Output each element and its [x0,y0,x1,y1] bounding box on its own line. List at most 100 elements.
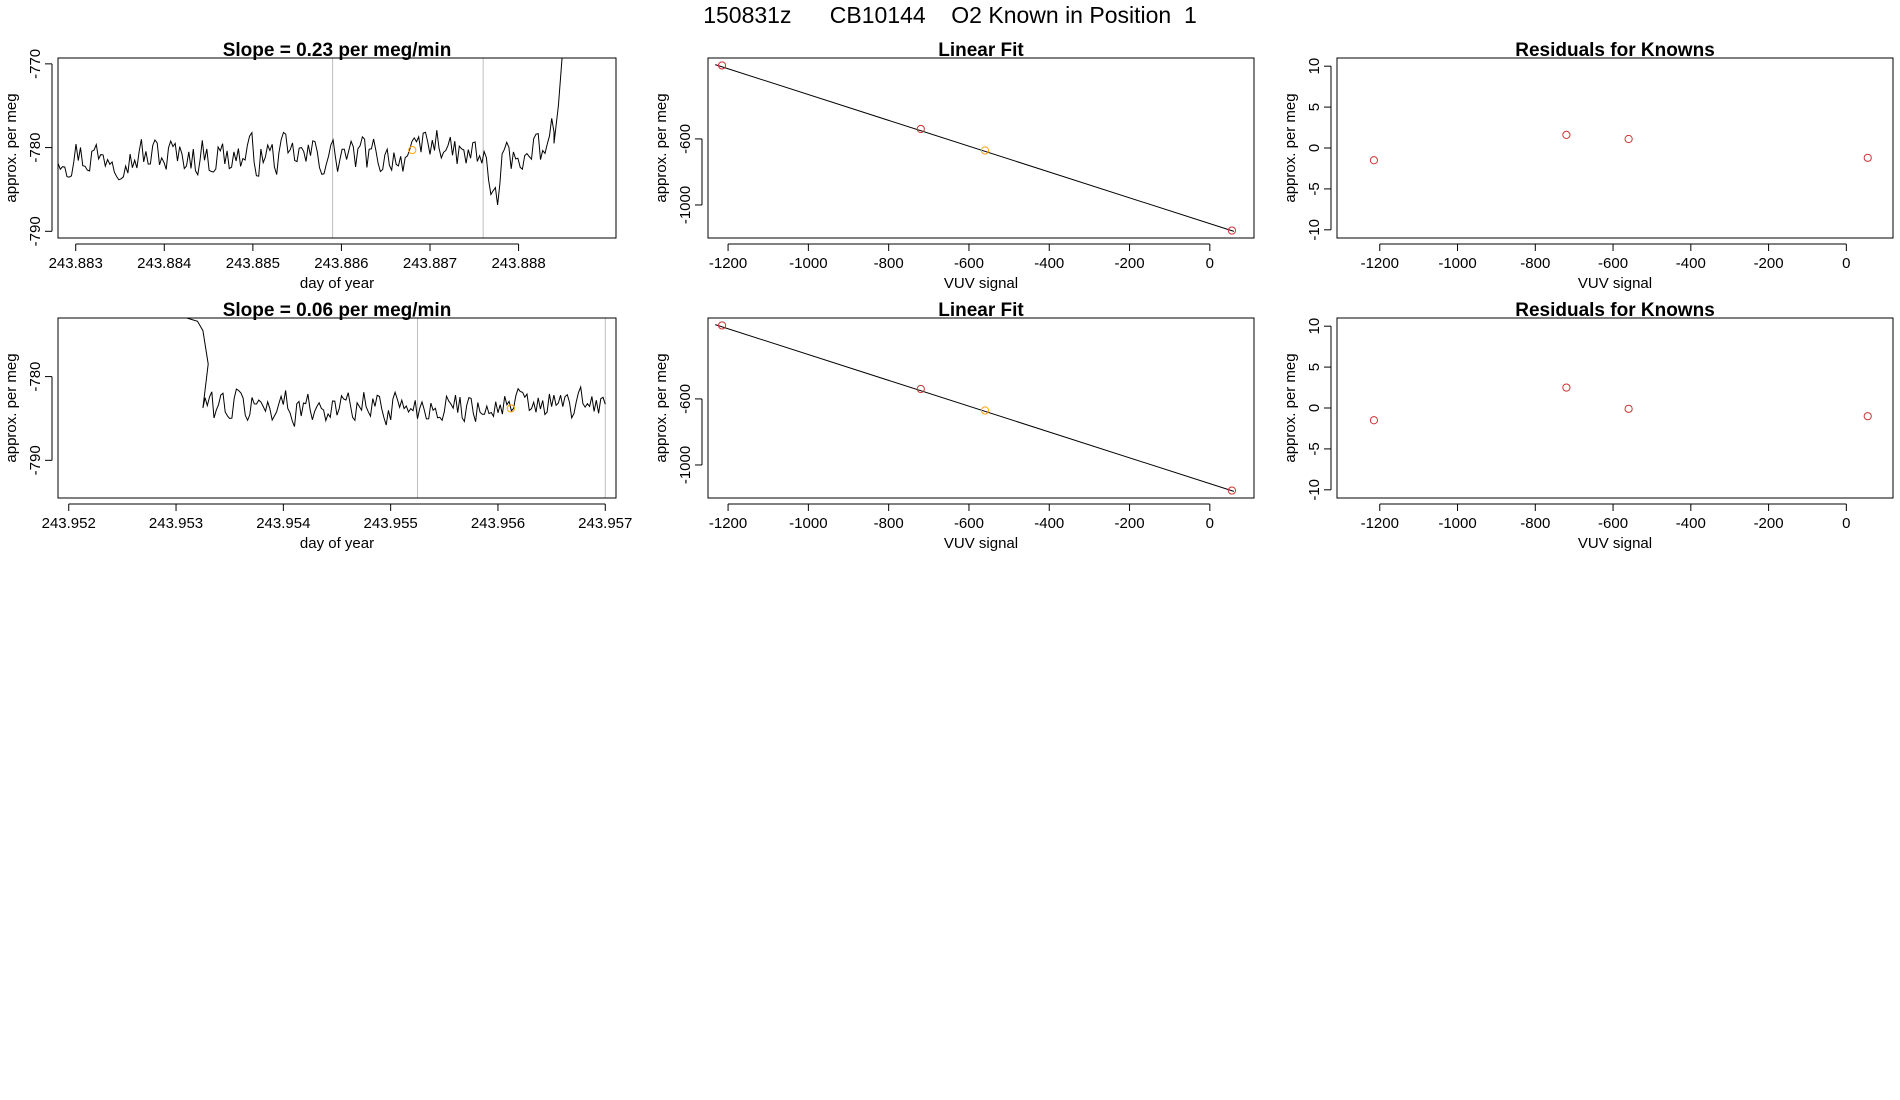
x-tick-label: 243.954 [256,515,310,532]
chart-panel-ts2: 243.952 243.953 243.954 243.955 243.956 243.9… [3,300,632,552]
y-tick-label: 0 [1306,404,1323,412]
data-point [1863,153,1872,162]
data-point [1624,134,1633,144]
plot-frame [707,57,1255,239]
y-axis-label: approx. per meg [3,93,20,202]
data-series-line [186,318,606,427]
data-point [916,124,925,134]
x-axis-label: VUV signal [1578,275,1652,292]
data-point [1562,383,1571,392]
x-tick-label: -400 [1676,515,1706,532]
data-point [980,406,990,415]
y-tick-label: 10 [1306,58,1323,75]
plot-frame [57,317,617,499]
plot-area [58,58,563,238]
chart-title: Slope = 0.06 per meg/min [223,300,452,321]
y-tick-label: 5 [1306,103,1323,111]
x-tick-label: 0 [1206,255,1214,272]
y-tick-label: 5 [1306,363,1323,371]
x-tick-label: 243.887 [403,255,457,272]
x-tick-label: 243.886 [314,255,368,272]
chart-panel-ts1: 243.883 243.884 243.885 243.886 243.887 243.8… [3,40,617,292]
plot-frame [1336,57,1894,239]
data-point [1227,226,1237,235]
data-point [1227,486,1237,495]
y-axis-label: approx. per meg [3,353,20,462]
x-axis-label: day of year [300,275,374,292]
x-tick-label: -200 [1754,255,1784,272]
y-axis-label: approx. per meg [653,353,670,462]
x-tick-label: 243.955 [364,515,418,532]
x-axis-label: VUV signal [1578,535,1652,552]
plot-area [715,61,1237,235]
x-tick-label: -1200 [709,255,747,272]
x-tick-label: -800 [1520,255,1550,272]
x-tick-label: -1200 [1361,515,1399,532]
data-point [506,404,515,413]
fit-line [715,64,1235,232]
x-tick-label: -400 [1676,255,1706,272]
y-tick-label: -1000 [677,446,694,484]
fit-line [715,324,1235,492]
x-tick-label: -200 [1115,515,1145,532]
y-axis-label: approx. per meg [653,93,670,202]
x-tick-label: 243.957 [578,515,632,532]
y-tick-label: -600 [677,124,694,154]
data-point [1863,412,1872,421]
chart-title: Residuals for Knowns [1515,300,1715,321]
x-tick-label: 243.883 [49,255,103,272]
y-tick-label: -10 [1306,219,1323,241]
y-tick-label: -10 [1306,479,1323,501]
y-tick-label: -5 [1306,442,1323,455]
x-tick-label: 243.884 [137,255,191,272]
plot-frame [57,57,617,239]
x-tick-label: -1200 [709,515,747,532]
x-tick-label: 243.952 [42,515,96,532]
figure-title: 150831z CB10144 O2 Known in Position 1 [703,2,1197,28]
x-tick-label: -400 [1034,515,1064,532]
y-tick-label: -1000 [677,186,694,224]
plot-area [715,321,1237,495]
y-axis-label: approx. per meg [1282,93,1299,202]
x-tick-label: 0 [1842,255,1850,272]
plot-area [186,318,606,498]
data-point [717,321,727,330]
x-tick-label: -200 [1115,255,1145,272]
data-point [1369,416,1379,425]
y-tick-label: -790 [27,216,44,246]
chart-panel-res1: -1200 -1000 -800 -600 -400 -200 0 VUV signal -10… [1282,40,1894,292]
data-point [717,61,727,70]
data-point [1369,156,1379,165]
data-series-line [58,58,563,205]
x-axis-label: VUV signal [944,275,1018,292]
x-tick-label: -1000 [1438,515,1476,532]
chart-panel-res2: -1200 -1000 -800 -600 -400 -200 0 VUV signal -10… [1282,300,1894,552]
x-tick-label: 243.888 [491,255,545,272]
data-point [1624,404,1633,413]
x-tick-label: -1000 [789,255,827,272]
x-tick-label: -600 [1598,515,1628,532]
y-tick-label: -5 [1306,182,1323,195]
plot-frame [707,317,1255,499]
x-tick-label: -1000 [789,515,827,532]
chart-panel-fit1: -1200 -1000 -800 -600 -400 -200 0 VUV signal -10… [653,40,1255,292]
plot-area [1369,130,1872,165]
x-tick-label: -600 [1598,255,1628,272]
y-tick-label: -780 [27,133,44,163]
chart-title: Linear Fit [938,40,1024,61]
x-tick-label: -1200 [1361,255,1399,272]
chart-title: Residuals for Knowns [1515,40,1715,61]
x-tick-label: -1000 [1438,255,1476,272]
data-point [408,145,417,155]
x-tick-label: -800 [874,255,904,272]
chart-panel-fit2: -1200 -1000 -800 -600 -400 -200 0 VUV signal -10… [653,300,1255,552]
y-tick-label: -780 [27,362,44,392]
x-tick-label: -800 [1520,515,1550,532]
plot-area [1369,383,1872,425]
x-tick-label: -600 [954,255,984,272]
y-axis-label: approx. per meg [1282,353,1299,462]
x-tick-label: 0 [1842,515,1850,532]
y-tick-label: -770 [27,49,44,79]
x-tick-label: 0 [1206,515,1214,532]
